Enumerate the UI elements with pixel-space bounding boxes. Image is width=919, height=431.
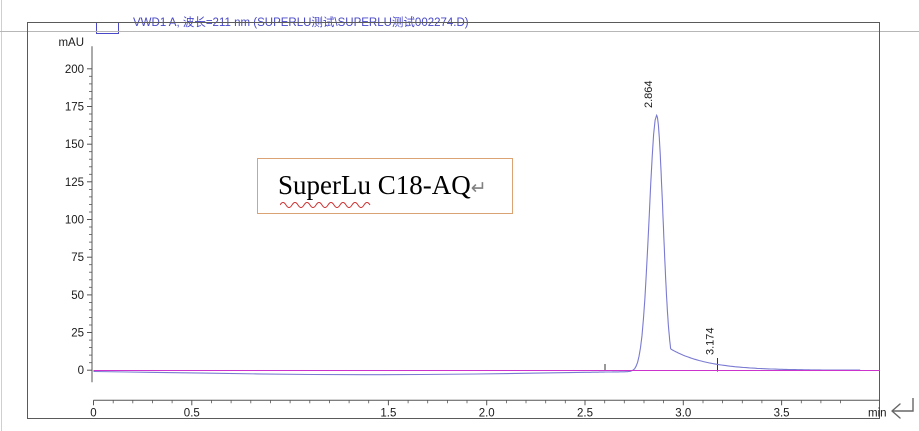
svg-text:2.864: 2.864: [643, 80, 655, 108]
svg-text:1.5: 1.5: [380, 407, 396, 419]
svg-text:100: 100: [65, 215, 84, 227]
svg-text:150: 150: [65, 139, 84, 151]
svg-text:0: 0: [90, 407, 96, 419]
svg-text:0.5: 0.5: [184, 407, 200, 419]
svg-text:min: min: [868, 407, 887, 419]
svg-text:3.174: 3.174: [705, 327, 717, 355]
svg-text:25: 25: [71, 328, 84, 340]
svg-text:75: 75: [71, 252, 84, 264]
svg-text:125: 125: [65, 177, 84, 189]
svg-text:2.5: 2.5: [577, 407, 593, 419]
svg-text:mAU: mAU: [58, 37, 84, 49]
svg-text:175: 175: [65, 102, 84, 114]
svg-text:50: 50: [71, 290, 84, 302]
svg-text:200: 200: [65, 64, 84, 76]
svg-text:2.0: 2.0: [479, 407, 495, 419]
svg-text:3.5: 3.5: [774, 407, 790, 419]
svg-text:0: 0: [78, 365, 84, 377]
svg-text:3.0: 3.0: [675, 407, 691, 419]
